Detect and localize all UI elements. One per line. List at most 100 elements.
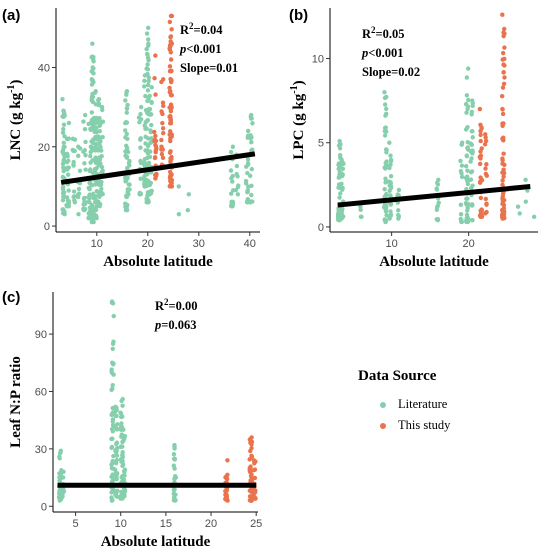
stat-annotation: Slope=0.01 <box>180 61 238 75</box>
data-point <box>145 98 150 104</box>
legend-title: Data Source <box>358 368 437 384</box>
data-point <box>483 138 489 144</box>
data-point <box>501 215 507 220</box>
data-point <box>168 136 173 141</box>
data-point <box>66 188 71 193</box>
data-point <box>111 487 116 493</box>
data-point <box>500 157 505 163</box>
data-point <box>71 163 76 168</box>
data-point <box>464 75 470 80</box>
data-point <box>478 195 484 201</box>
data-point <box>127 182 132 187</box>
data-point <box>59 492 65 498</box>
data-point <box>517 211 522 216</box>
x-tick-label: 20 <box>205 518 217 530</box>
data-point <box>118 414 124 420</box>
data-point <box>123 120 128 126</box>
data-point <box>89 110 95 115</box>
data-point <box>145 71 150 77</box>
data-point <box>172 445 177 450</box>
data-point <box>60 187 66 192</box>
data-point <box>152 155 158 160</box>
data-point <box>87 192 92 197</box>
data-point <box>100 107 105 113</box>
data-point <box>382 90 387 95</box>
data-point <box>483 171 489 177</box>
data-point <box>119 398 124 404</box>
data-point <box>91 59 96 64</box>
data-point <box>146 78 151 84</box>
data-point <box>111 313 116 319</box>
data-point <box>98 144 103 150</box>
data-point <box>154 171 159 177</box>
data-point <box>337 164 343 169</box>
data-point <box>465 201 471 207</box>
data-point <box>141 84 147 89</box>
data-point <box>100 119 106 124</box>
data-point <box>96 101 102 106</box>
data-point <box>483 196 488 202</box>
data-point <box>168 102 174 107</box>
data-point <box>149 136 154 141</box>
data-point <box>111 361 116 366</box>
data-point <box>125 145 130 151</box>
data-point <box>60 207 65 212</box>
data-point <box>382 128 388 134</box>
data-point <box>61 168 66 174</box>
x-axis-label: Absolute latitude <box>101 534 211 550</box>
data-point <box>75 194 81 200</box>
data-point <box>500 106 505 112</box>
data-point <box>123 98 128 103</box>
data-point <box>500 12 505 17</box>
data-point <box>464 217 469 223</box>
data-point <box>123 204 128 210</box>
data-point <box>118 424 124 429</box>
data-point <box>92 207 98 212</box>
data-point <box>161 103 166 109</box>
data-point <box>435 217 441 222</box>
legend-label-this-study: This study <box>398 418 451 432</box>
data-point <box>96 97 101 103</box>
data-point <box>110 386 115 391</box>
data-point <box>501 170 506 176</box>
data-point <box>224 476 230 482</box>
regression-line <box>60 151 256 185</box>
data-point <box>76 153 81 159</box>
data-point <box>142 78 147 84</box>
data-point <box>469 156 474 161</box>
data-point <box>388 174 394 179</box>
data-point <box>245 128 251 134</box>
data-point <box>124 155 130 160</box>
data-point <box>248 173 253 179</box>
data-point <box>468 149 473 154</box>
data-point <box>477 161 483 167</box>
data-point <box>469 142 475 148</box>
data-point <box>464 153 470 159</box>
data-point <box>109 445 114 451</box>
data-point <box>458 212 464 217</box>
data-point <box>245 170 250 176</box>
data-point <box>463 101 469 107</box>
data-point <box>58 449 63 454</box>
data-point <box>61 140 66 146</box>
data-point <box>359 214 364 220</box>
data-point <box>144 126 149 131</box>
data-point <box>124 131 129 137</box>
data-point <box>122 473 127 478</box>
data-point <box>145 55 151 61</box>
data-point <box>123 128 128 133</box>
data-point <box>484 210 489 215</box>
x-tick-label: 10 <box>91 238 103 250</box>
data-point <box>500 178 505 183</box>
data-point <box>459 163 465 168</box>
data-point <box>482 142 488 147</box>
data-point <box>65 198 71 203</box>
data-point <box>228 168 234 173</box>
data-point <box>245 161 251 166</box>
data-point <box>434 204 440 210</box>
data-point <box>484 162 489 167</box>
data-point <box>501 138 506 143</box>
data-point <box>149 100 154 106</box>
data-point <box>145 197 151 203</box>
